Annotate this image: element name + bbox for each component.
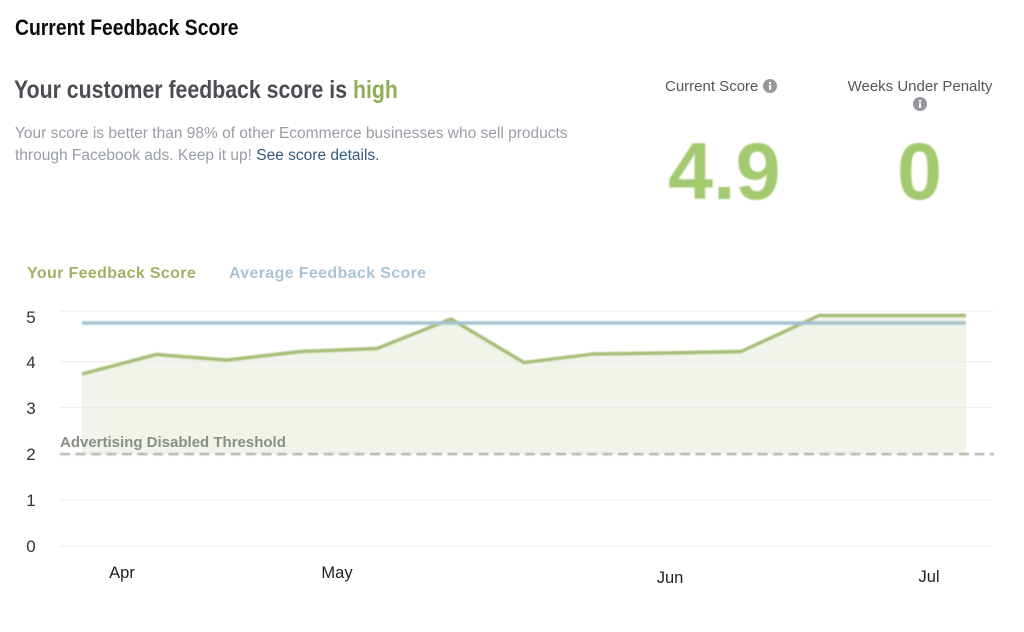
svg-text:May: May <box>321 564 353 582</box>
svg-text:0: 0 <box>26 537 35 556</box>
svg-text:2: 2 <box>26 445 35 464</box>
svg-text:Advertising Disabled Threshold: Advertising Disabled Threshold <box>60 434 286 451</box>
svg-text:4: 4 <box>26 353 35 372</box>
svg-text:1: 1 <box>26 491 35 510</box>
svg-text:3: 3 <box>26 399 35 418</box>
svg-text:Jun: Jun <box>657 569 684 587</box>
svg-text:Jul: Jul <box>918 568 939 586</box>
svg-text:5: 5 <box>26 308 35 327</box>
svg-text:Apr: Apr <box>109 564 135 582</box>
